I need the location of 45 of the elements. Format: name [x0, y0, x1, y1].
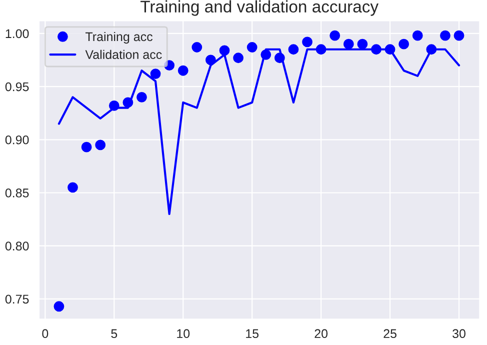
x-tick-label: 30 — [452, 329, 466, 338]
y-tick-label: 0.85 — [5, 188, 29, 198]
x-tick-label: 5 — [111, 329, 118, 338]
y-tick-label: 0.95 — [5, 82, 29, 92]
point — [398, 38, 410, 50]
x-tick-label: 20 — [314, 329, 328, 338]
point — [122, 97, 134, 108]
point — [219, 45, 230, 56]
point — [260, 49, 272, 60]
point — [54, 301, 64, 312]
point — [426, 44, 437, 55]
point — [357, 38, 368, 50]
point — [136, 92, 147, 102]
point — [108, 100, 120, 111]
point — [302, 36, 312, 48]
point — [192, 42, 202, 52]
x-tick-label: 10 — [177, 329, 190, 338]
legend-label: Validation acc — [85, 50, 162, 60]
point — [440, 30, 450, 41]
point — [384, 44, 396, 55]
y-tick-label: 0.80 — [5, 242, 29, 250]
point — [316, 44, 326, 55]
point — [246, 42, 258, 52]
point — [343, 38, 354, 50]
point — [233, 52, 244, 64]
y-tick-label: 0.90 — [5, 135, 29, 144]
point — [371, 44, 382, 55]
point — [178, 65, 188, 76]
point — [81, 142, 92, 152]
point — [274, 52, 285, 64]
point — [288, 44, 299, 55]
point — [454, 30, 464, 41]
x-tick-label: 15 — [246, 329, 259, 338]
y-tick-label: 0.75 — [5, 294, 29, 304]
chart-title: Training and validation accuracy — [140, 0, 379, 16]
point — [412, 30, 423, 41]
y-tick-label: 1.00 — [6, 29, 29, 38]
point — [150, 68, 161, 80]
point — [95, 140, 106, 150]
x-tick-label: 25 — [384, 329, 396, 338]
point — [68, 182, 78, 193]
legend-label: Training acc — [85, 32, 152, 44]
x-tick-label: 0 — [42, 329, 48, 338]
point — [330, 30, 340, 41]
point — [205, 54, 216, 66]
